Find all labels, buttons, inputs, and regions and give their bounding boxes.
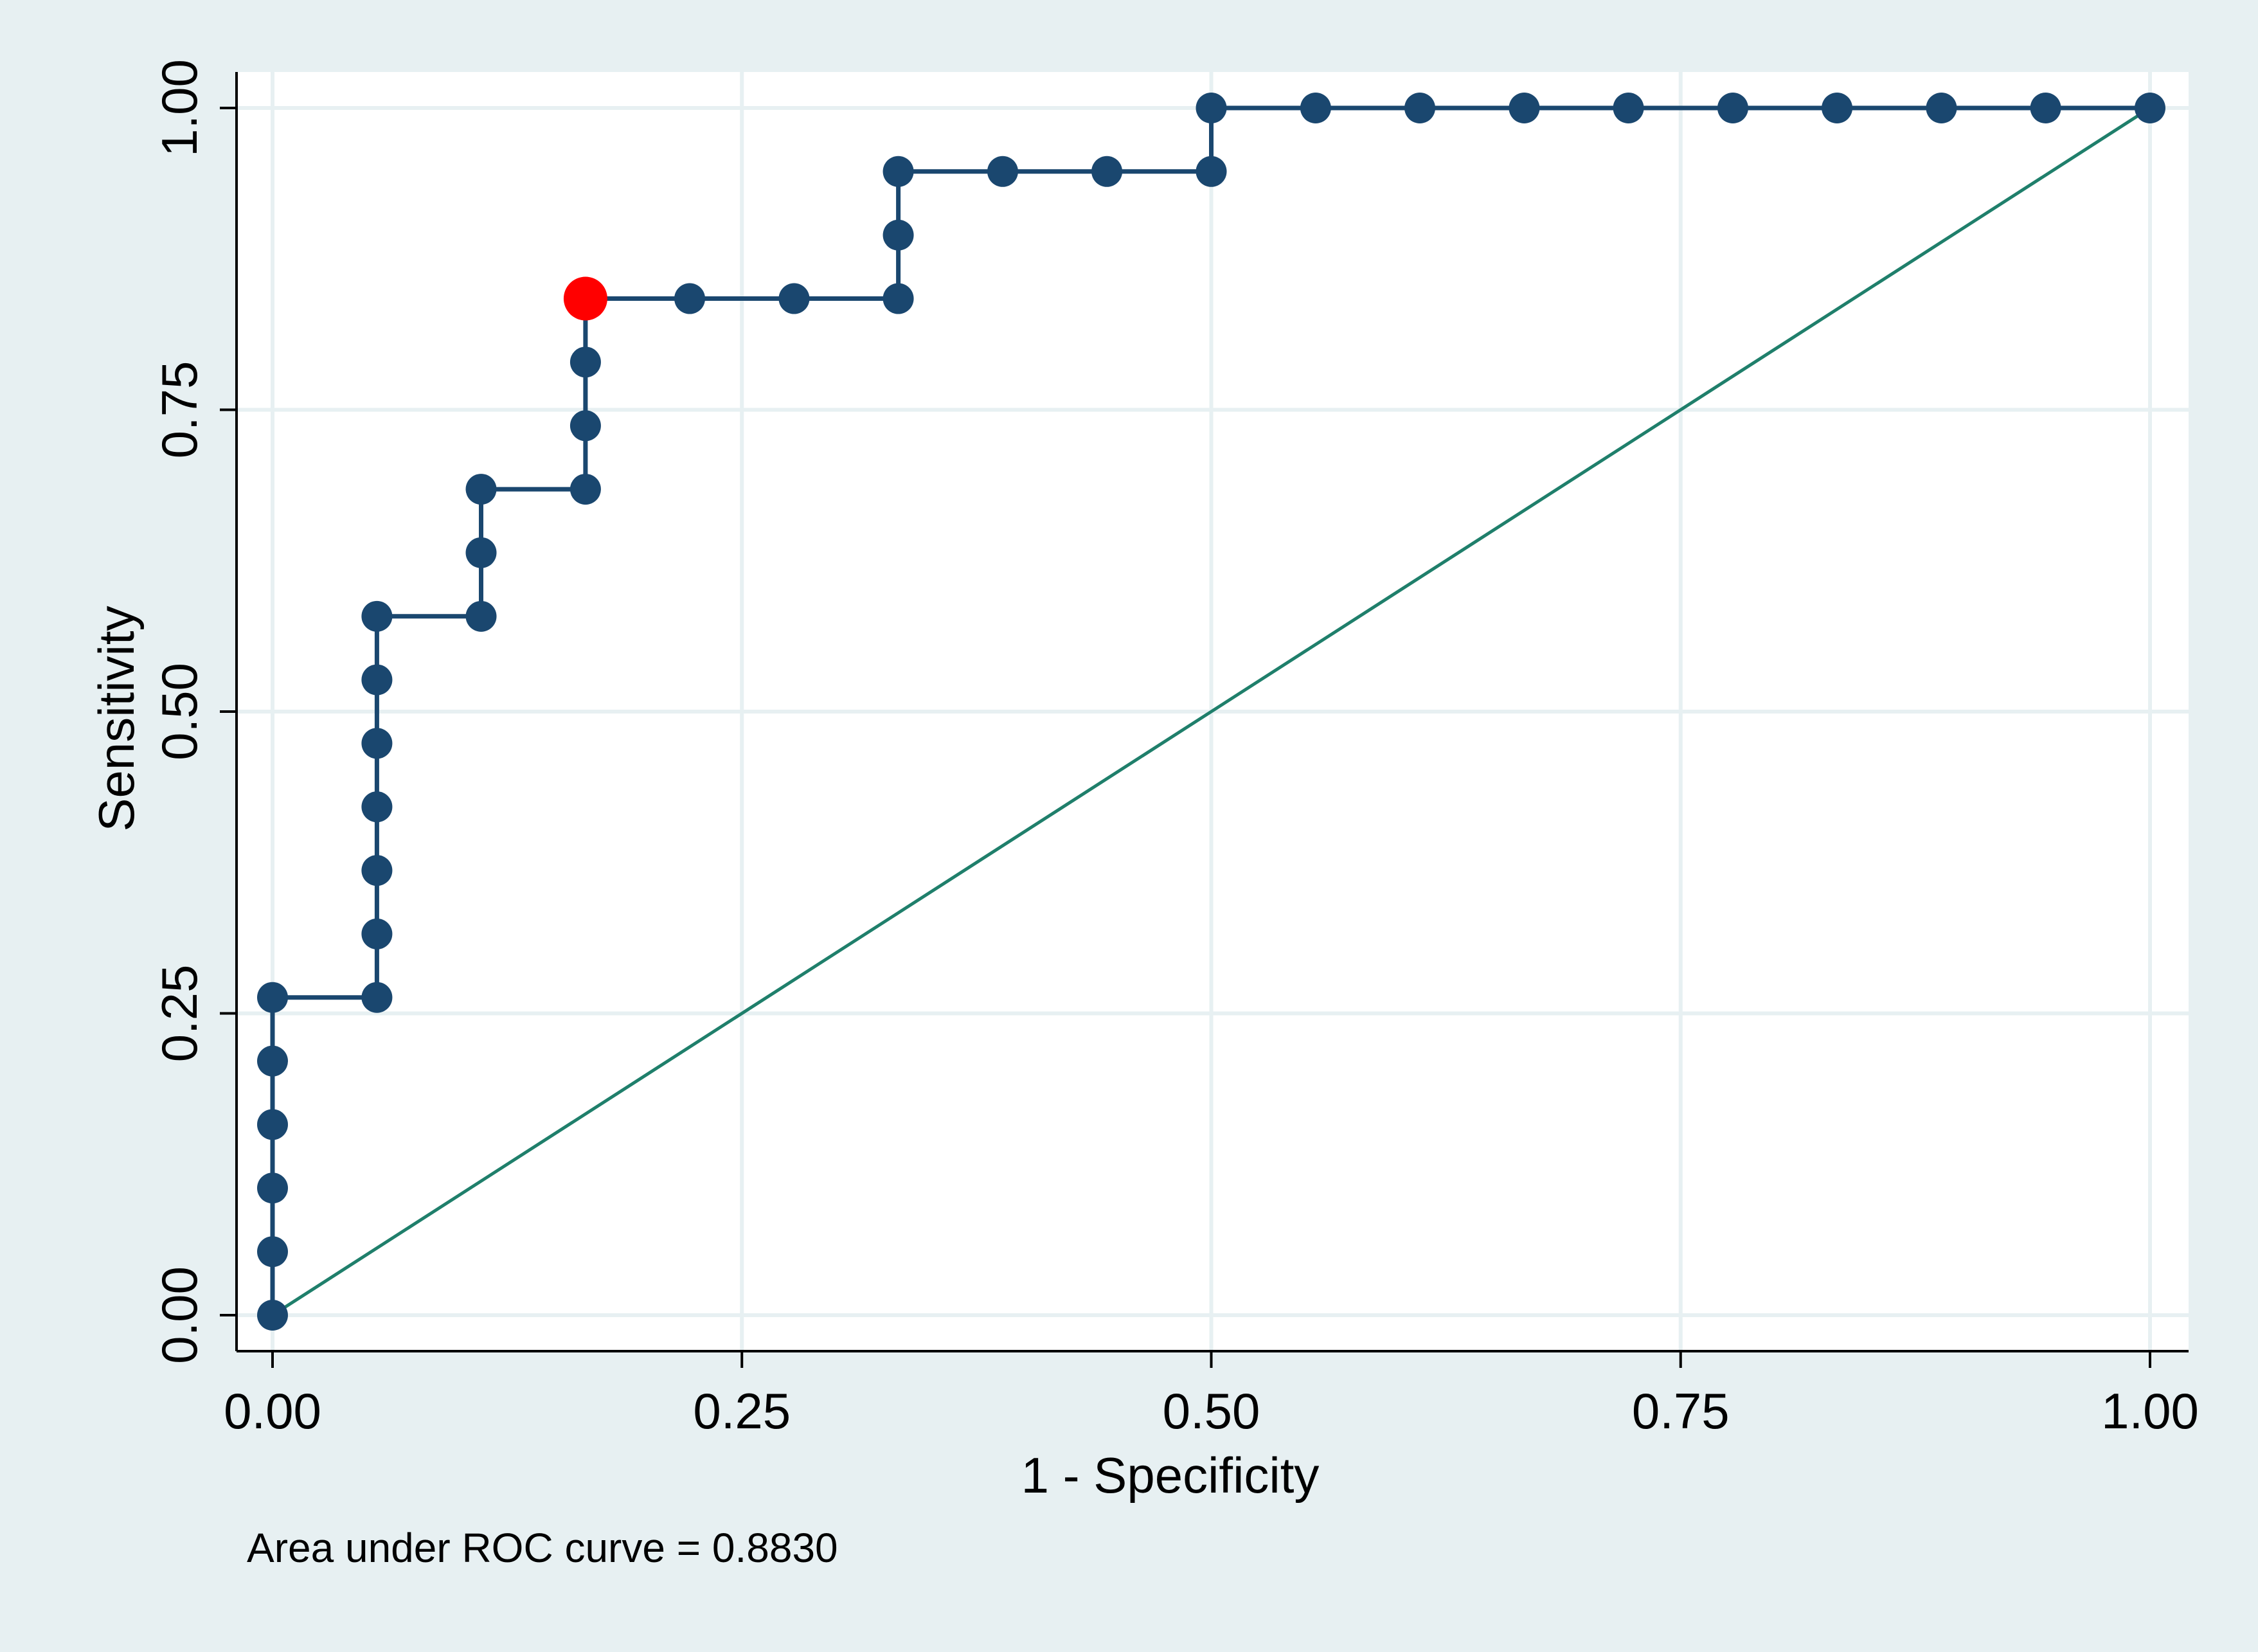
roc-point bbox=[257, 1300, 288, 1331]
roc-point bbox=[1822, 93, 1853, 123]
roc-point bbox=[569, 474, 601, 505]
auc-note: Area under ROC curve = 0.8830 bbox=[247, 1525, 838, 1571]
roc-point bbox=[257, 1236, 288, 1268]
y-tick-labels: 0.00 0.25 0.50 0.75 1.00 bbox=[151, 59, 208, 1364]
y-tick-label: 0.00 bbox=[151, 1266, 208, 1364]
reference-line bbox=[271, 106, 2151, 1317]
roc-point bbox=[257, 1172, 288, 1204]
x-tick-label: 0.75 bbox=[1632, 1383, 1730, 1439]
x-tick-label: 0.50 bbox=[1163, 1383, 1260, 1439]
roc-point bbox=[257, 1045, 288, 1077]
roc-point bbox=[569, 410, 601, 442]
roc-point bbox=[361, 664, 393, 696]
x-tick-label: 1.00 bbox=[2101, 1383, 2199, 1439]
reference-line-group bbox=[271, 106, 2151, 1317]
roc-point bbox=[465, 474, 497, 505]
roc-point bbox=[361, 918, 393, 949]
x-tick-label: 0.25 bbox=[693, 1383, 791, 1439]
x-axis-title: 1 - Specificity bbox=[1021, 1447, 1320, 1504]
y-axis-title: Sensitivity bbox=[88, 606, 145, 831]
roc-point bbox=[1196, 156, 1227, 187]
axes bbox=[220, 72, 2189, 1368]
roc-point bbox=[1613, 93, 1644, 123]
roc-point bbox=[361, 728, 393, 759]
roc-point bbox=[361, 600, 393, 632]
roc-point bbox=[1404, 93, 1436, 123]
roc-point bbox=[361, 982, 393, 1013]
roc-point bbox=[257, 982, 288, 1013]
roc-point bbox=[1196, 93, 1227, 123]
roc-point bbox=[883, 283, 914, 314]
roc-point bbox=[361, 855, 393, 886]
x-tick-labels: 0.00 0.25 0.50 0.75 1.00 bbox=[224, 1383, 2199, 1439]
roc-point bbox=[1300, 93, 1331, 123]
optimal-cutoff-group bbox=[563, 276, 607, 321]
roc-point bbox=[1717, 93, 1748, 123]
roc-point bbox=[883, 156, 914, 187]
x-tick-label: 0.00 bbox=[224, 1383, 321, 1439]
roc-point bbox=[465, 537, 497, 568]
roc-point bbox=[1091, 156, 1123, 187]
roc-point bbox=[674, 283, 706, 314]
roc-point bbox=[778, 283, 810, 314]
roc-point bbox=[1926, 93, 1957, 123]
y-tick-label: 0.75 bbox=[151, 361, 208, 459]
roc-point bbox=[1509, 93, 1540, 123]
roc-point bbox=[987, 156, 1018, 187]
y-tick-label: 0.50 bbox=[151, 663, 208, 760]
roc-point bbox=[465, 600, 497, 632]
roc-point bbox=[2030, 93, 2061, 123]
roc-point bbox=[257, 1109, 288, 1140]
y-tick-label: 0.25 bbox=[151, 965, 208, 1063]
roc-point bbox=[883, 219, 914, 251]
roc-point bbox=[361, 791, 393, 823]
optimal-cutoff-point bbox=[563, 276, 607, 321]
roc-point bbox=[569, 346, 601, 378]
y-tick-label: 1.00 bbox=[151, 59, 208, 157]
roc-point bbox=[2135, 93, 2165, 123]
